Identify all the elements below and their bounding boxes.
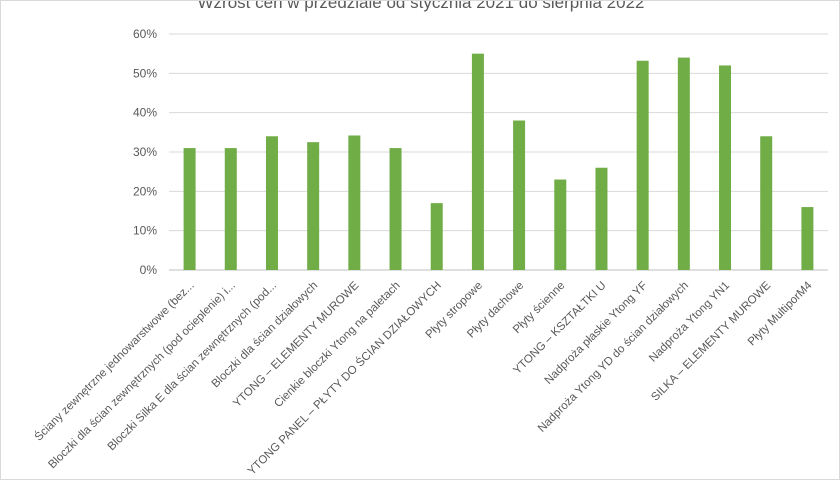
bar [677,57,690,270]
y-tick-label: 0% [140,263,158,277]
bar [513,120,526,271]
y-axis-ticks: 0% 10% 20% 30% 40% 50% 60% [133,27,157,277]
bar [224,148,237,270]
bar [348,135,361,270]
chart-title: Wzrost cen w przedziale od stycznia 2021… [198,1,645,12]
bar [183,148,196,270]
bar [719,65,732,270]
x-tick-label: Nadproża Ytong YN1 [647,280,732,365]
bar [471,53,484,270]
bars [183,53,814,271]
bar [636,60,649,270]
y-tick-label: 10% [133,224,157,238]
bar [430,203,443,270]
bar [595,167,608,270]
y-tick-label: 20% [133,184,157,198]
x-axis-labels: Ściany zewnętrzne jednowarstwowe (bez...… [32,279,815,478]
bar [389,148,402,270]
bar [801,207,814,270]
x-tick-label: Ściany zewnętrzne jednowarstwowe (bez... [32,279,197,444]
x-tick-label: Bloczki Silka E dla ścian zewnętrznych (… [106,280,279,453]
x-tick-label: Nadproża Ytong YD do ścian działowych [536,280,691,435]
bar [265,136,278,270]
bar [307,142,320,270]
y-tick-label: 40% [133,106,157,120]
bar [554,179,567,270]
x-tick-label: YTONG PANEL – PŁYTY DO ŚCIAN DZIAŁOWYCH [245,279,444,478]
x-tick-label: Bloczki dla ścian zewnętrznych (pod ocie… [46,280,238,472]
y-tick-label: 50% [133,66,157,80]
y-tick-label: 30% [133,145,157,159]
bar [760,136,773,270]
gridlines [169,33,828,271]
y-tick-label: 60% [133,27,157,41]
